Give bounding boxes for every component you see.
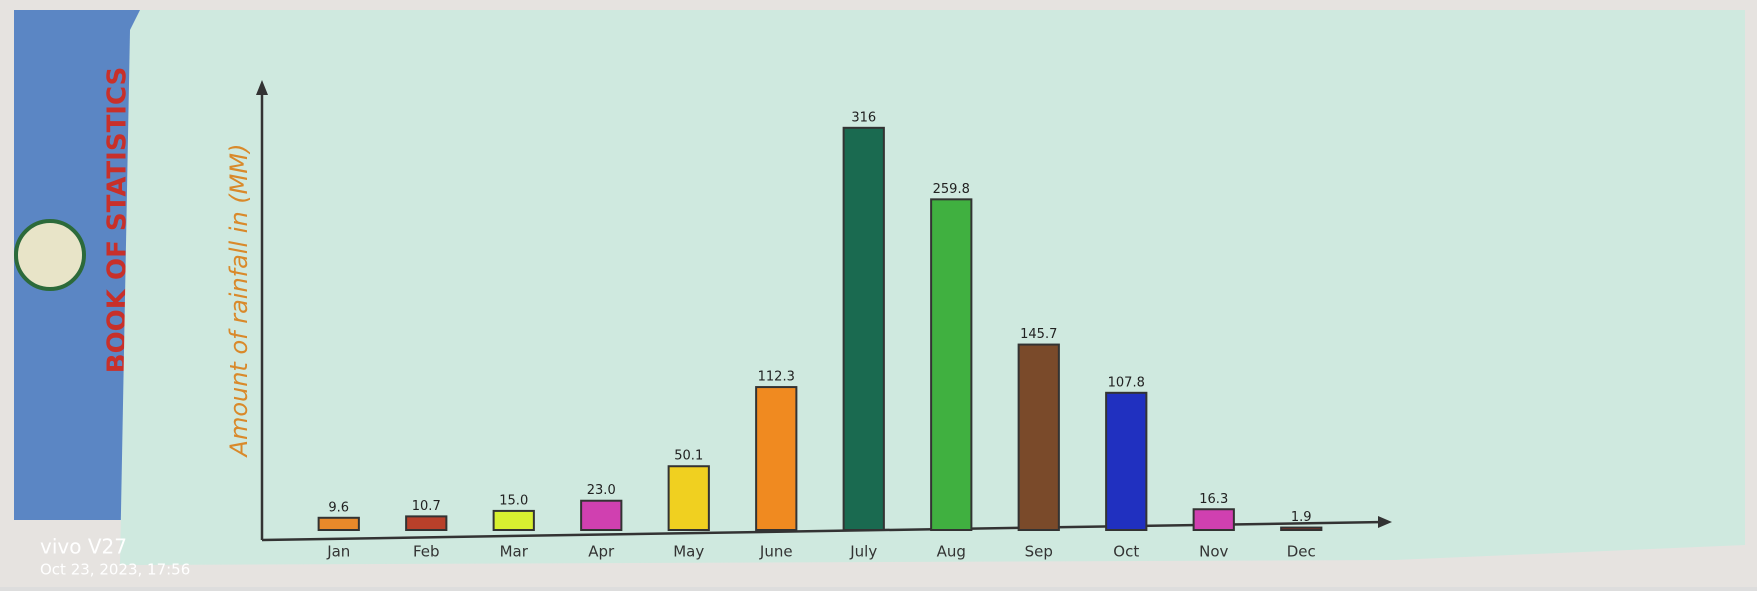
x-tick-label: May: [673, 543, 704, 561]
x-tick-label: Feb: [413, 543, 440, 561]
value-label: 16.3: [1199, 492, 1228, 507]
x-tick-label: Sep: [1025, 543, 1053, 561]
value-label: 316: [851, 110, 876, 125]
y-axis-arrow: [256, 80, 268, 95]
value-label: 1.9: [1291, 510, 1312, 525]
x-tick-label: Nov: [1199, 543, 1228, 561]
bar: [1017, 343, 1060, 531]
value-label: 107.8: [1108, 375, 1145, 390]
x-tick-label: Apr: [588, 543, 615, 561]
value-label: 15.0: [499, 493, 528, 508]
bar: [1192, 508, 1235, 532]
value-label: 23.0: [587, 483, 616, 498]
x-tick-label: Mar: [500, 543, 529, 561]
bar: [580, 499, 623, 531]
x-tick-label: June: [759, 543, 793, 561]
bar: [930, 198, 973, 531]
x-axis-arrow: [1378, 516, 1392, 528]
bar: [842, 126, 885, 532]
y-axis-label: Amount of rainfall in (MM): [225, 144, 253, 459]
value-label: 9.6: [328, 500, 349, 515]
bar: [492, 509, 535, 531]
bar: [1105, 391, 1148, 531]
value-label: 145.7: [1020, 327, 1057, 342]
watermark-device: vivo V27: [40, 535, 127, 559]
x-tick-label: Aug: [937, 543, 966, 561]
x-tick-label: Jan: [326, 543, 350, 561]
bar: [667, 465, 710, 531]
value-label: 259.8: [933, 182, 970, 197]
x-tick-label: July: [849, 543, 877, 561]
watermark-time: Oct 23, 2023, 17:56: [40, 561, 190, 579]
bar: [317, 516, 360, 531]
bar: [1280, 526, 1323, 532]
value-label: 50.1: [674, 449, 703, 464]
value-label: 112.3: [758, 370, 795, 385]
x-tick-label: Dec: [1287, 543, 1316, 561]
bar: [405, 515, 448, 532]
book-emblem: [14, 219, 86, 291]
x-tick-label: Oct: [1113, 543, 1139, 561]
value-label: 10.7: [412, 499, 441, 514]
bar: [755, 386, 798, 531]
